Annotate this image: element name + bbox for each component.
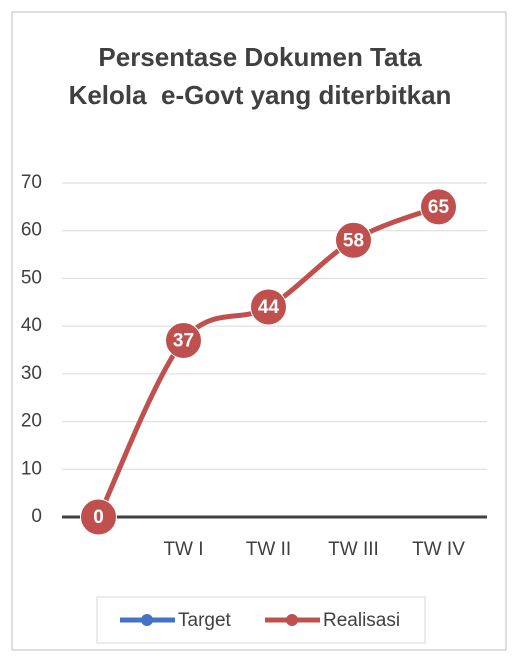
y-tick-label: 20: [21, 411, 42, 432]
x-tick-label: TW III: [328, 539, 379, 560]
chart-title: Persentase Dokumen Tata Kelola e-Govt ya…: [68, 42, 452, 110]
point-marker: [335, 221, 372, 259]
point-marker: [250, 288, 287, 326]
point-marker: [420, 188, 457, 226]
legend-label: Target: [178, 610, 232, 631]
x-tick-label: TW II: [246, 539, 291, 560]
y-tick-label: 70: [21, 172, 42, 193]
data-label: 65: [428, 197, 450, 218]
x-tick-label: TW IV: [412, 539, 465, 560]
legend-box: [96, 596, 426, 644]
chart-frame: [11, 11, 507, 651]
y-tick-label: 30: [21, 363, 42, 384]
y-tick-label: 40: [21, 315, 42, 336]
legend-marker: [141, 614, 153, 626]
y-tick-label: 60: [21, 220, 42, 241]
point-marker: [165, 321, 202, 359]
point-marker: [80, 498, 117, 536]
y-tick-label: 10: [21, 458, 42, 479]
legend-label: Realisasi: [323, 610, 400, 631]
data-label: 44: [258, 297, 280, 318]
data-label: 0: [93, 507, 104, 528]
y-tick-label: 0: [31, 506, 42, 527]
legend-marker: [286, 614, 298, 626]
x-tick-label: TW I: [163, 539, 203, 560]
y-tick-label: 50: [21, 267, 42, 288]
data-label: 37: [173, 330, 194, 351]
data-label: 58: [343, 230, 364, 251]
